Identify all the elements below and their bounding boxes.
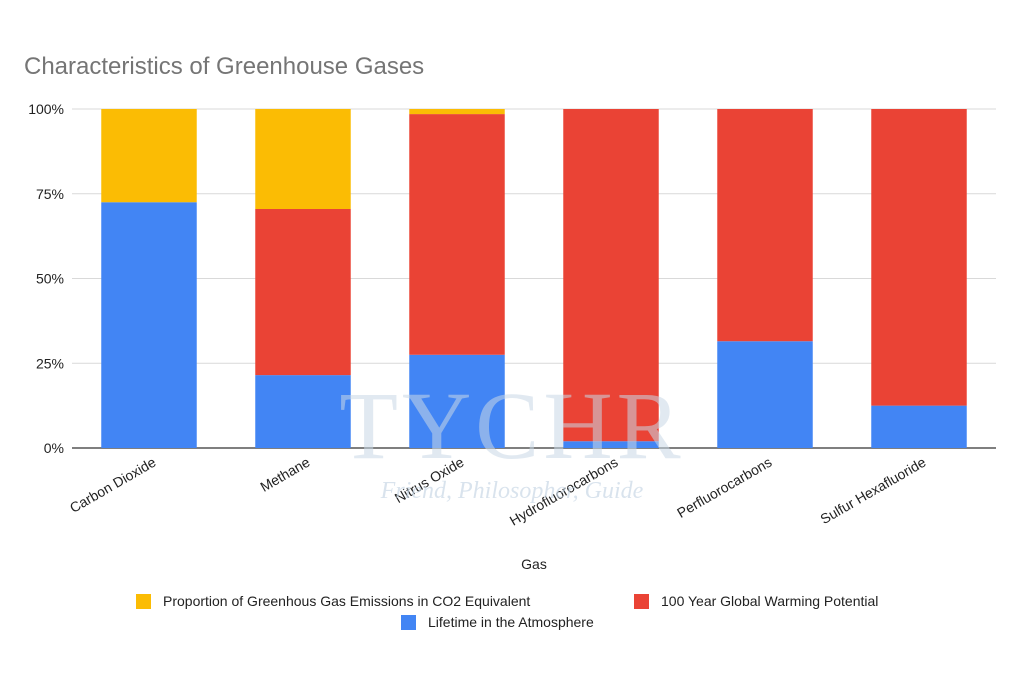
legend-swatch [634, 594, 649, 609]
legend-label: 100 Year Global Warming Potential [661, 593, 878, 609]
legend-label: Lifetime in the Atmosphere [428, 614, 594, 630]
y-tick-label: 0% [44, 440, 64, 456]
bar-segment [409, 109, 505, 115]
x-tick-label: Perfluorocarbons [674, 454, 774, 521]
y-tick-label: 75% [36, 186, 64, 202]
legend-label: Proportion of Greenhous Gas Emissions in… [163, 593, 530, 609]
legend-swatch [401, 615, 416, 630]
y-axis-ticks: 0% 25% 50% 75% 100% [28, 101, 64, 456]
bar-segment [101, 202, 197, 448]
watermark-logo: TYCHR Friend, Philosopher, Guide [339, 372, 684, 504]
y-tick-label: 25% [36, 355, 64, 371]
bar-segment [255, 209, 351, 376]
bar-segment [101, 109, 197, 203]
legend: Proportion of Greenhous Gas Emissions in… [136, 593, 878, 630]
x-tick-label: Sulfur Hexafluoride [817, 454, 928, 527]
bar-segment [717, 341, 813, 448]
x-tick-label: Methane [257, 454, 312, 495]
bar-segment [409, 114, 505, 355]
bar-segment [563, 441, 659, 448]
bar-segment [871, 405, 967, 448]
x-tick-label: Carbon Dioxide [67, 454, 159, 516]
bar-segment [563, 109, 659, 442]
bars [101, 109, 967, 448]
bar-segment [871, 109, 967, 406]
gridlines [72, 108, 996, 449]
bar-segment [409, 354, 505, 448]
y-tick-label: 50% [36, 271, 64, 287]
bar-segment [717, 109, 813, 342]
bar-segment [255, 375, 351, 448]
x-axis-label: Gas [521, 556, 547, 572]
chart-title: Characteristics of Greenhouse Gases [24, 53, 424, 80]
y-tick-label: 100% [28, 101, 64, 117]
bar-segment [255, 109, 351, 210]
legend-swatch [136, 594, 151, 609]
watermark-brand: TYCHR [339, 372, 684, 479]
watermark-tagline: Friend, Philosopher, Guide [380, 478, 644, 504]
